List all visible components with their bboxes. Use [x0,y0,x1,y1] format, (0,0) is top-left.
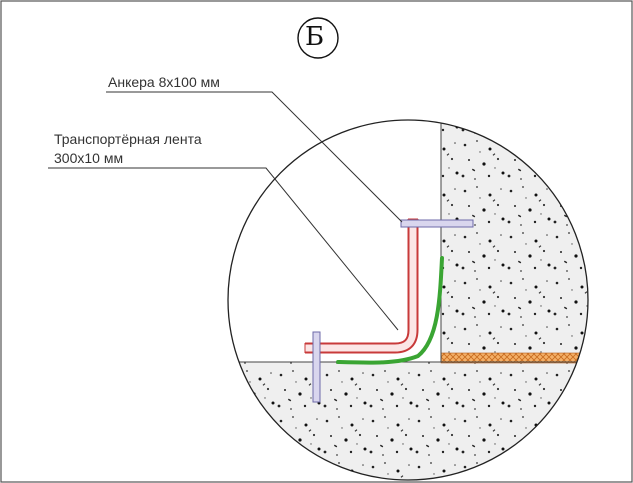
anchor-leader-line [106,91,403,223]
anchor-horizontal [400,219,474,228]
anchors-label: Анкера 8х100 мм [108,74,220,90]
view-marker-circle [297,17,339,59]
belt-label-line1: Транспортёрная лента [54,131,202,147]
conveyor-belt [305,219,417,352]
view-marker-letter: Б [305,22,325,52]
belt-leader-line [48,167,399,331]
belt-label-line2: 300х10 мм [54,150,124,166]
sealant-strip [336,256,444,365]
detail-circle [227,119,589,481]
anchor-vertical [312,331,321,403]
